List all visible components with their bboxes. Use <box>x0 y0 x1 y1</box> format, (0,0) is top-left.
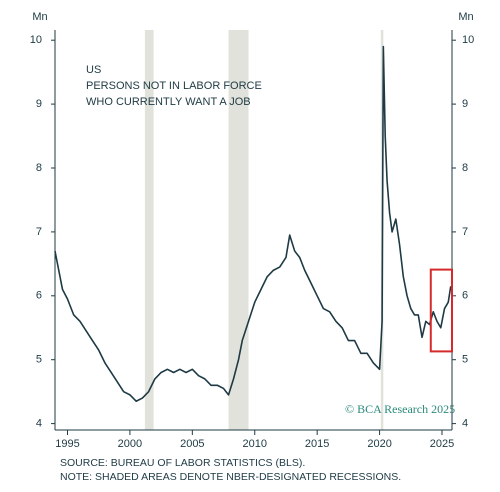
y-unit-left: Mn <box>32 11 47 23</box>
x-tick-label: 1995 <box>55 438 79 450</box>
x-tick-label: 2010 <box>243 438 267 450</box>
y-tick-label: 6 <box>36 290 42 302</box>
watermark: © BCA Research 2025 <box>345 402 455 416</box>
highlight-box <box>429 268 454 353</box>
x-tick-label: 2020 <box>367 438 391 450</box>
y-tick-label-right: 9 <box>462 98 468 110</box>
recession-band <box>144 30 154 430</box>
y-tick-label: 8 <box>36 162 42 174</box>
source-line: NOTE: SHADED AREAS DENOTE NBER-DESIGNATE… <box>60 471 401 483</box>
x-tick-label: 2005 <box>180 438 204 450</box>
x-tick-label: 2025 <box>430 438 454 450</box>
x-tick-label: 2015 <box>305 438 329 450</box>
y-tick-label-right: 7 <box>462 226 468 238</box>
y-tick-label-right: 6 <box>462 290 468 302</box>
y-tick-label: 10 <box>30 34 42 46</box>
y-tick-label-right: 8 <box>462 162 468 174</box>
title-line: US <box>86 64 101 76</box>
y-tick-label-right: 10 <box>462 34 474 46</box>
title-line: PERSONS NOT IN LABOR FORCE <box>86 80 262 92</box>
y-tick-label: 9 <box>36 98 42 110</box>
y-unit-right: Mn <box>458 11 473 23</box>
source-line: SOURCE: BUREAU OF LABOR STATISTICS (BLS)… <box>60 457 305 469</box>
y-tick-label: 4 <box>36 418 42 430</box>
y-tick-label-right: 5 <box>462 354 468 366</box>
y-tick-label-right: 4 <box>462 418 468 430</box>
recession-band <box>228 30 249 430</box>
y-tick-label: 7 <box>36 226 42 238</box>
y-tick-label: 5 <box>36 354 42 366</box>
x-tick-label: 2000 <box>118 438 142 450</box>
series-line <box>54 45 452 403</box>
title-line: WHO CURRENTLY WANT A JOB <box>86 96 251 108</box>
